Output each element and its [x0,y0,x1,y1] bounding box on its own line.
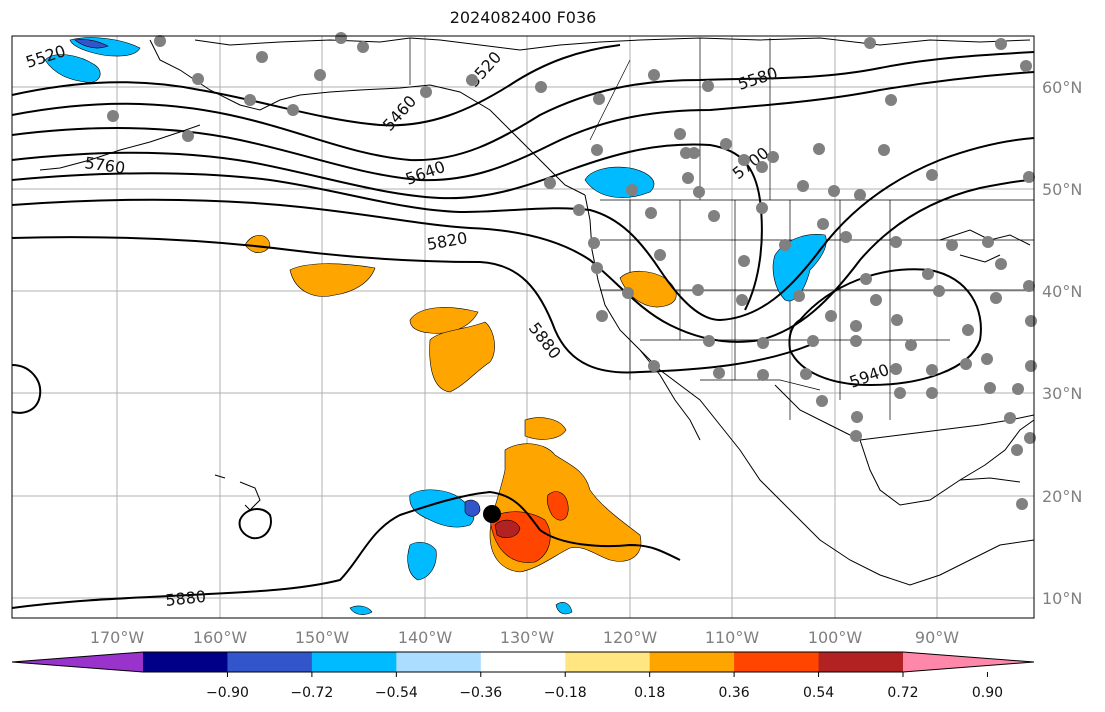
lon-label-130w: 130°W [500,628,555,647]
colorbar-tick-label: −0.90 [206,685,249,701]
lon-label-120w: 120°W [603,628,658,647]
lon-label-170w: 170°W [90,628,145,647]
colorbar-segment [565,652,651,672]
colorbar-segment [227,652,313,672]
lat-label-10: 10°N [1042,589,1082,608]
colorbar-tick-label: −0.54 [375,685,418,701]
colorbar-tick-label: −0.18 [544,685,587,701]
colorbar-tick-label: 0.54 [803,685,834,701]
colorbar-labels: −0.90 −0.72 −0.54 −0.36 −0.18 0.18 0.36 0.54 0.7… [206,685,1003,701]
lat-label-40: 40°N [1042,282,1082,301]
anomaly-fills [44,37,827,615]
lat-label-20: 20°N [1042,487,1082,506]
map-title: 2024082400 F036 [449,8,597,27]
lat-label-50: 50°N [1042,180,1082,199]
lon-label-90w: 90°W [915,628,959,647]
colorbar-segment [480,652,566,672]
lon-label-100w: 100°W [808,628,863,647]
colorbar-tick-label: 0.18 [634,685,665,701]
contour-label-10: 5880 [164,587,206,610]
map-frame [11,35,1035,619]
colorbar-tick-label: 0.36 [719,685,750,701]
storm-center-marker [483,505,501,523]
lon-label-160w: 160°W [193,628,248,647]
height-contours [11,44,1035,609]
lon-label-110w: 110°W [705,628,760,647]
coastlines [39,37,1035,586]
station-dots [107,32,1037,510]
colorbar-tick-label: 0.90 [972,685,1003,701]
colorbar-segment [311,652,397,672]
lat-label-30: 30°N [1042,384,1082,403]
colorbar-tick-label: 0.72 [887,685,918,701]
colorbar-tick-label: −0.36 [459,685,502,701]
colorbar-extend-high [903,652,1034,672]
colorbar-segment [818,652,904,672]
colorbar-outline [11,651,1035,673]
colorbar-segment [143,652,228,672]
colorbar-tick-label: −0.72 [290,685,333,701]
colorbar-segment [396,652,482,672]
longitude-labels: 170°W 160°W 150°W 140°W 130°W 120°W 110°… [90,628,959,647]
colorbar-extend-low [12,652,143,672]
colorbar-segment [734,652,820,672]
lat-label-60: 60°N [1042,78,1082,97]
lon-label-150w: 150°W [295,628,350,647]
colorbar [11,651,1035,677]
lon-label-140w: 140°W [398,628,453,647]
latitude-labels: 60°N 50°N 40°N 30°N 20°N 10°N [1042,78,1082,608]
colorbar-segment [649,652,735,672]
